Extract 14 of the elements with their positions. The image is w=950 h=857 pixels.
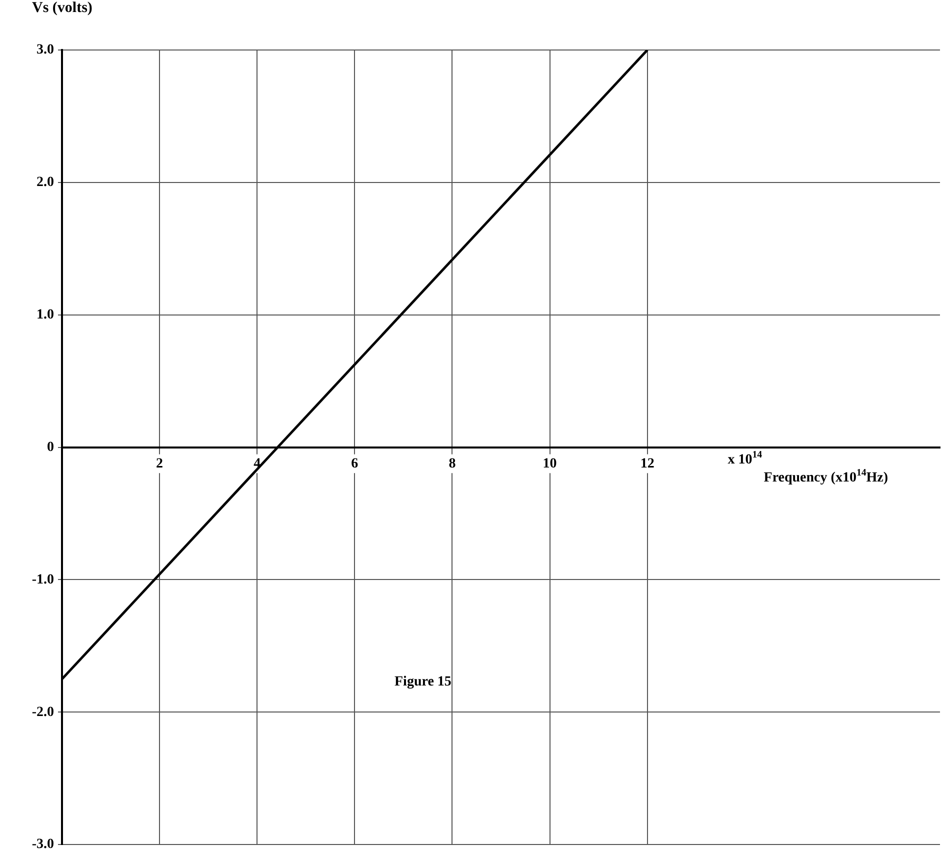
- y-tick-label: -3.0: [32, 837, 54, 852]
- annotation: Figure 15: [394, 674, 452, 690]
- y-tick-label: -1.0: [32, 572, 54, 588]
- y-tick-label: 1.0: [36, 307, 54, 322]
- y-tick-label: -2.0: [32, 704, 54, 720]
- x-tick-label: 10: [542, 456, 557, 472]
- y-tick-label: 2.0: [36, 175, 54, 190]
- y-tick-label: 0: [47, 440, 54, 455]
- x-tick-label: 12: [640, 456, 654, 472]
- x-tick-label: 8: [448, 456, 456, 472]
- y-tick-label: 3.0: [36, 42, 54, 58]
- x-tick-label: 6: [351, 456, 358, 472]
- y-axis-title: Vs (volts): [32, 0, 92, 16]
- x-tick-label: 2: [156, 456, 164, 472]
